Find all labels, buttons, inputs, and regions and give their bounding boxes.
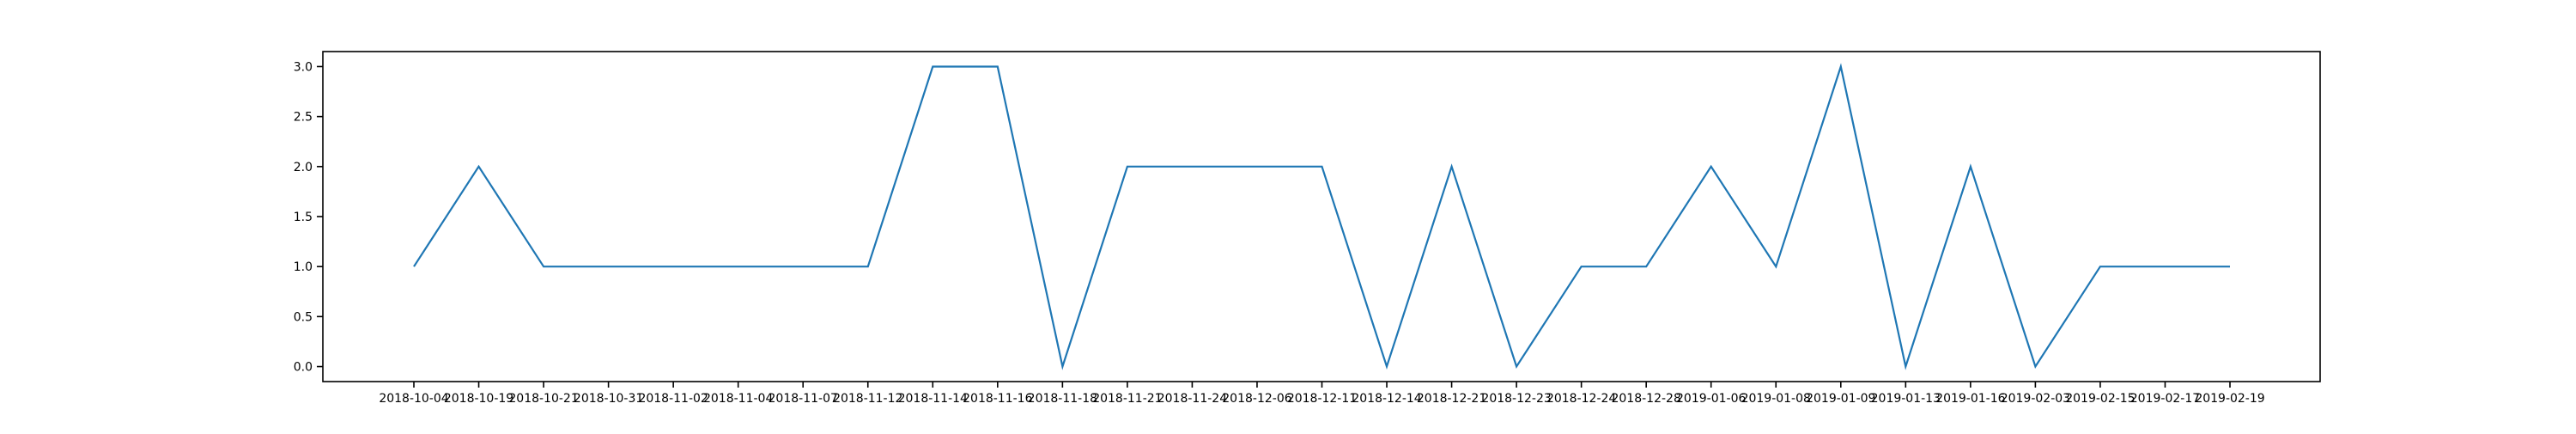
x-tick-label: 2019-01-08 <box>1741 392 1811 406</box>
x-tick-label: 2019-02-03 <box>2001 392 2070 406</box>
series-line <box>413 63 2230 370</box>
x-tick-label: 2018-12-06 <box>1222 392 1291 406</box>
x-axis: 2018-10-042018-10-192018-10-212018-10-31… <box>379 382 2265 406</box>
y-tick-label: 2.0 <box>294 161 313 174</box>
x-tick-label: 2018-10-04 <box>379 392 448 406</box>
x-tick-label: 2018-11-21 <box>1092 392 1162 406</box>
x-tick-label: 2018-11-07 <box>769 392 838 406</box>
x-tick-label: 2018-12-21 <box>1417 392 1486 406</box>
y-tick-label: 3.0 <box>294 60 313 74</box>
x-tick-label: 2018-12-23 <box>1481 392 1551 406</box>
x-tick-label: 2018-12-11 <box>1287 392 1357 406</box>
x-tick-label: 2019-02-19 <box>2195 392 2264 406</box>
x-tick-label: 2018-11-12 <box>833 392 902 406</box>
x-tick-label: 2019-01-13 <box>1871 392 1941 406</box>
x-tick-label: 2019-01-16 <box>1935 392 2005 406</box>
x-tick-label: 2018-11-04 <box>703 392 773 406</box>
x-tick-label: 2018-11-18 <box>1028 392 1097 406</box>
x-tick-label: 2019-01-06 <box>1676 392 1746 406</box>
y-axis: 0.0 0.5 1.0 1.5 2.0 2.5 3.0 <box>294 60 323 375</box>
x-tick-label: 2018-11-24 <box>1157 392 1227 406</box>
x-tick-label: 2018-12-28 <box>1611 392 1680 406</box>
y-tick-label: 0.5 <box>294 310 313 324</box>
x-tick-label: 2019-01-09 <box>1806 392 1875 406</box>
x-tick-label: 2018-10-21 <box>508 392 578 406</box>
x-tick-label: 2018-11-16 <box>963 392 1032 406</box>
x-tick-label: 2018-11-02 <box>638 392 708 406</box>
plot-frame <box>322 51 2321 382</box>
y-tick-label: 0.0 <box>294 361 313 375</box>
y-tick-label: 1.5 <box>294 211 313 224</box>
x-tick-label: 2019-02-15 <box>2065 392 2135 406</box>
x-tick-label: 2018-11-14 <box>898 392 968 406</box>
x-tick-label: 2018-12-14 <box>1352 392 1421 406</box>
x-tick-label: 2018-10-19 <box>444 392 513 406</box>
x-tick-label: 2018-10-31 <box>574 392 643 406</box>
y-tick-label: 2.5 <box>294 111 313 125</box>
x-tick-label: 2019-02-17 <box>2130 392 2200 406</box>
x-tick-label: 2018-12-24 <box>1546 392 1616 406</box>
y-tick-label: 1.0 <box>294 260 313 274</box>
